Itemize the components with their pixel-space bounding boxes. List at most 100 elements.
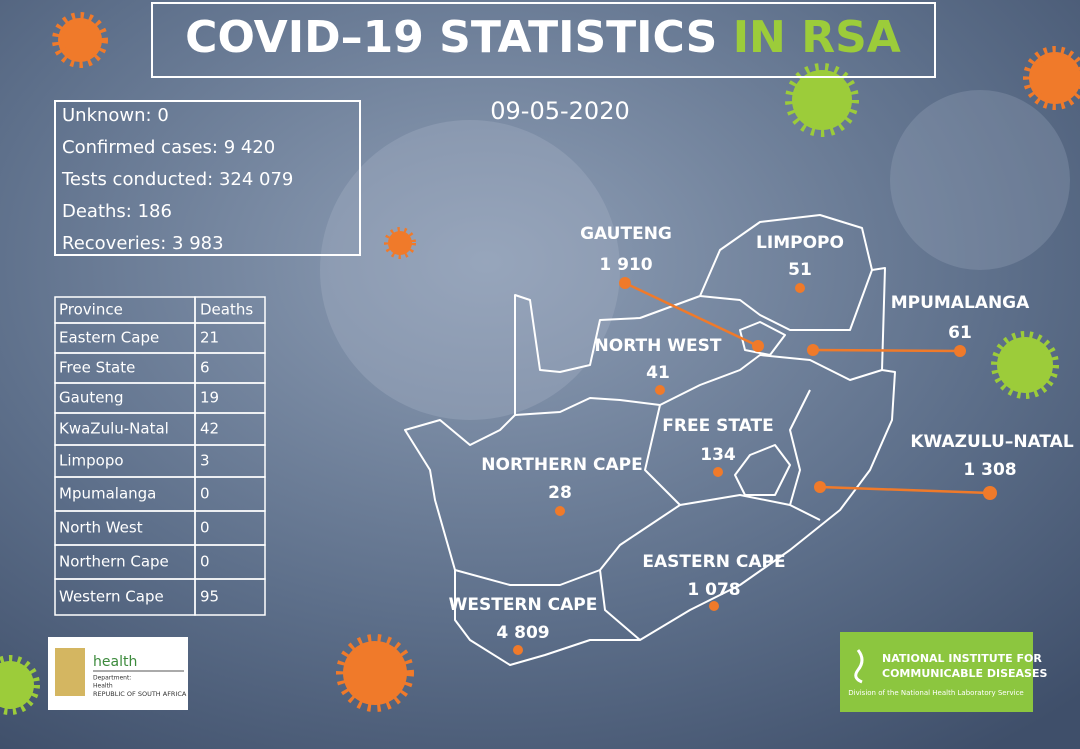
virus-icon — [785, 63, 859, 137]
province-cases: 4 809 — [496, 623, 549, 643]
province-deaths: 0 — [200, 485, 210, 503]
leader-dot — [807, 344, 819, 356]
province-label: EASTERN CAPE — [642, 552, 785, 572]
summary-line: Tests conducted: 324 079 — [61, 169, 293, 190]
title-main: COVID–19 STATISTICS — [185, 12, 717, 63]
virus-icon — [384, 227, 416, 259]
province-label: LIMPOPO — [756, 233, 844, 253]
summary-line: Deaths: 186 — [62, 201, 172, 222]
province-label: MPUMALANGA — [891, 293, 1030, 313]
title-highlight: IN RSA — [733, 12, 901, 63]
table-header: Province — [59, 301, 123, 319]
province-border — [699, 269, 873, 331]
province-label: WESTERN CAPE — [449, 595, 598, 615]
title: COVID–19 STATISTICS IN RSA — [185, 12, 901, 63]
province-border — [454, 504, 681, 586]
province-name: KwaZulu-Natal — [59, 420, 169, 438]
virus-icon — [1023, 46, 1080, 110]
nicd-line: NATIONAL INSTITUTE FOR — [882, 652, 1042, 665]
province-cases: 51 — [788, 260, 812, 280]
province-deaths: 21 — [200, 329, 219, 347]
province-name: Gauteng — [59, 389, 123, 407]
nicd-line: COMMUNICABLE DISEASES — [882, 667, 1047, 680]
province-name: Free State — [59, 359, 135, 377]
nicd-icon — [854, 649, 864, 684]
province-label: NORTHERN CAPE — [481, 455, 642, 475]
province-dot — [655, 385, 665, 395]
virus-backdrop — [890, 90, 1070, 270]
province-name: Northern Cape — [59, 553, 169, 571]
province-name: Western Cape — [59, 588, 164, 606]
virus-backdrop — [320, 120, 620, 420]
province-cases: 1 308 — [963, 460, 1016, 480]
health-line: Department: — [93, 675, 131, 682]
health-line: Health — [93, 683, 113, 690]
province-border — [739, 321, 786, 356]
title-box — [151, 2, 936, 78]
province-border — [789, 389, 811, 506]
nicd-subtitle: Division of the National Health Laborato… — [848, 689, 1023, 697]
leader-line — [624, 281, 759, 348]
province-cases: 1 078 — [687, 580, 740, 600]
health-name: health — [93, 654, 137, 670]
province-label: NORTH WEST — [595, 336, 722, 356]
leader-line — [819, 485, 991, 495]
province-dot — [555, 506, 565, 516]
province-cases: 134 — [700, 445, 736, 465]
nicd-logo — [840, 632, 1033, 712]
province-deaths: 0 — [200, 519, 210, 537]
province-cases: 1 910 — [599, 255, 652, 275]
summary: Unknown: 0 Confirmed cases: 9 420 Tests co… — [61, 105, 293, 254]
deaths-table: Province Deaths Eastern Cape 21 Free State 6 G… — [54, 296, 266, 616]
leader-dot — [814, 481, 826, 493]
date: 09-05-2020 — [490, 97, 629, 125]
province-dot — [619, 277, 631, 289]
summary-line: Confirmed cases: 9 420 — [62, 137, 275, 158]
province-dot — [709, 601, 719, 611]
coat-of-arms — [55, 648, 85, 696]
province-name: Limpopo — [59, 452, 124, 470]
health-line: REPUBLIC OF SOUTH AFRICA — [93, 690, 187, 698]
province-cases: 41 — [646, 363, 670, 383]
leader-line — [812, 348, 961, 353]
province-dot — [983, 486, 997, 500]
province-deaths: 0 — [200, 553, 210, 571]
province-label: FREE STATE — [662, 416, 773, 436]
province-name: Mpumalanga — [59, 485, 156, 503]
province-dot — [795, 283, 805, 293]
nicd-lines: NATIONAL INSTITUTE FOR COMMUNICABLE DISEA… — [882, 652, 1047, 680]
province-dot — [713, 467, 723, 477]
virus-icons — [0, 12, 1080, 715]
province-border — [514, 354, 883, 416]
province-cases: 28 — [548, 483, 572, 503]
virus-icon — [336, 634, 414, 712]
virus-icon — [991, 331, 1059, 399]
table-cell — [194, 578, 266, 616]
virus-icon — [0, 655, 40, 715]
summary-box — [54, 100, 361, 256]
table-header: Deaths — [200, 301, 253, 319]
province-border — [644, 404, 821, 521]
province-deaths: 3 — [200, 452, 210, 470]
province-label: KWAZULU–NATAL — [910, 432, 1073, 452]
summary-line: Recoveries: 3 983 — [62, 233, 224, 254]
province-deaths: 42 — [200, 420, 219, 438]
virus-icon — [52, 12, 108, 68]
province-deaths: 6 — [200, 359, 210, 377]
province-border — [599, 569, 641, 641]
province-label: GAUTENG — [580, 224, 672, 244]
province-deaths: 95 — [200, 588, 219, 606]
country-outline — [404, 214, 896, 666]
province-border — [734, 444, 791, 496]
province-deaths: 19 — [200, 389, 219, 407]
province-labels: GAUTENG 1 910 LIMPOPO 51 MPUMALANGA 61 NORTH W… — [449, 224, 1074, 655]
summary-line: Unknown: 0 — [62, 105, 169, 126]
province-cases: 61 — [948, 323, 972, 343]
province-dot — [513, 645, 523, 655]
province-name: North West — [59, 519, 143, 537]
province-name: Eastern Cape — [59, 329, 159, 347]
